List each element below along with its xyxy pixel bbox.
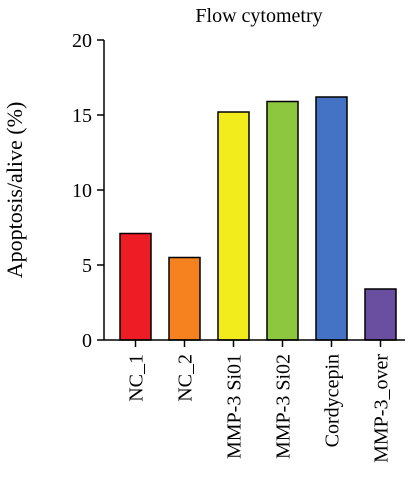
x-tick-label: MMP-3 Si02	[273, 354, 295, 459]
x-tick-label: MMP-3 Si01	[224, 354, 246, 459]
x-tick-label: NC_1	[126, 354, 148, 402]
y-tick-label: 15	[72, 105, 92, 127]
chart-title: Flow cytometry	[195, 5, 322, 27]
x-tick-label: Cordycepin	[322, 354, 344, 447]
bar	[119, 232, 152, 341]
y-tick-label: 5	[82, 255, 92, 277]
bars-group	[119, 96, 397, 341]
x-tick-label: MMP-3_over	[371, 354, 393, 463]
y-axis: 0 5 10 15 20	[72, 30, 105, 352]
y-tick-label: 20	[72, 30, 92, 52]
bar	[266, 100, 299, 341]
bar	[364, 288, 397, 341]
bar	[168, 256, 201, 341]
x-tick-label: NC_2	[175, 354, 197, 402]
y-axis-label: Apoptosis/alive (%)	[2, 102, 27, 279]
x-axis: NC_1 NC_2 MMP-3 Si01 MMP-3 Si02 Cordycepin MM…	[104, 339, 405, 463]
y-tick-label: 0	[82, 330, 92, 352]
bar	[217, 111, 250, 341]
y-tick-label: 10	[72, 180, 92, 202]
bar	[315, 96, 348, 341]
